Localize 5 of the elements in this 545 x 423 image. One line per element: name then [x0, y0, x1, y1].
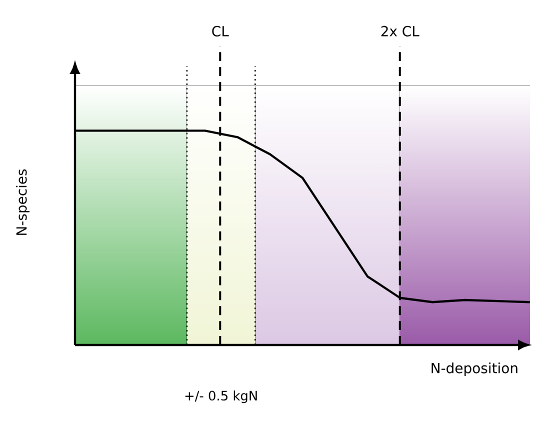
- text: CL: [212, 26, 229, 36]
- y-axis-title: N-species: [16, 169, 30, 235]
- x-axis-title: N-deposition: [432, 362, 518, 376]
- text: +/- 0.5 kgN: [185, 390, 257, 404]
- text: 2x CL: [381, 26, 420, 36]
